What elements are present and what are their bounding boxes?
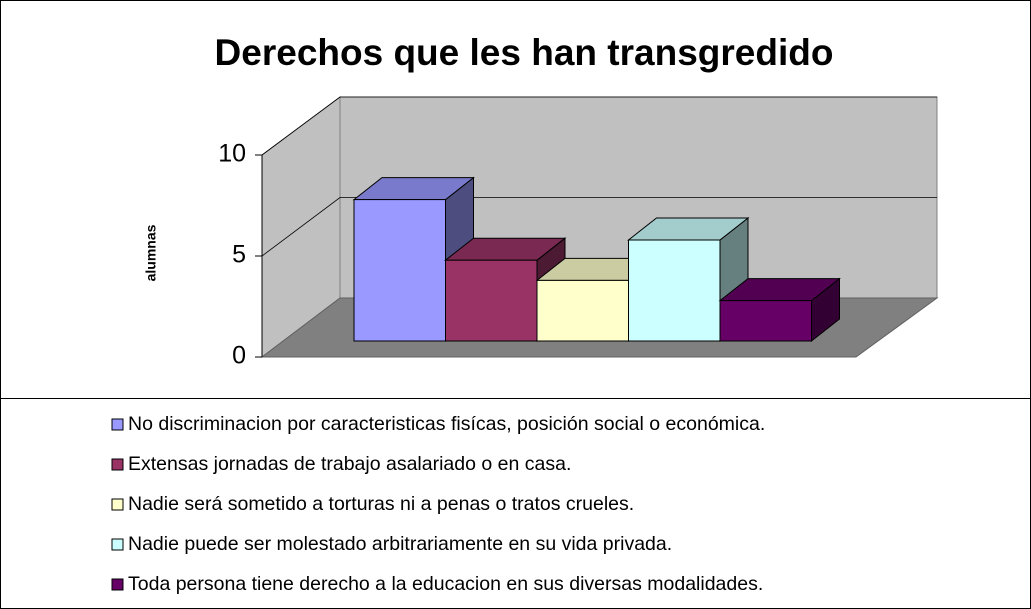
bar <box>445 259 538 342</box>
grid-line <box>261 96 937 156</box>
legend-swatch <box>111 538 124 551</box>
bar <box>628 239 721 342</box>
chart-title: Derechos que les han transgredido <box>215 32 834 73</box>
legend-swatch <box>111 418 124 431</box>
y-axis-label: alumnas <box>143 224 159 281</box>
legend-swatch <box>111 498 124 511</box>
bar <box>719 300 812 342</box>
legend-label: No discriminacion por caracteristicas fi… <box>128 413 765 435</box>
legend-swatch <box>111 578 124 591</box>
grid-line <box>261 197 937 257</box>
bar <box>536 279 629 342</box>
legend-label: Nadie puede ser molestado arbitrariament… <box>128 533 672 555</box>
y-tick-label: 10 <box>218 140 246 168</box>
y-tick-label: 0 <box>232 342 246 370</box>
bar <box>353 199 446 342</box>
y-tick-label: 5 <box>232 241 246 269</box>
legend-label: Toda persona tiene derecho a la educacio… <box>128 573 763 595</box>
legend-label: Nadie será sometido a torturas ni a pena… <box>128 493 634 515</box>
legend-label: Extensas jornadas de trabajo asalariado … <box>128 453 571 475</box>
legend-swatch <box>111 458 124 471</box>
